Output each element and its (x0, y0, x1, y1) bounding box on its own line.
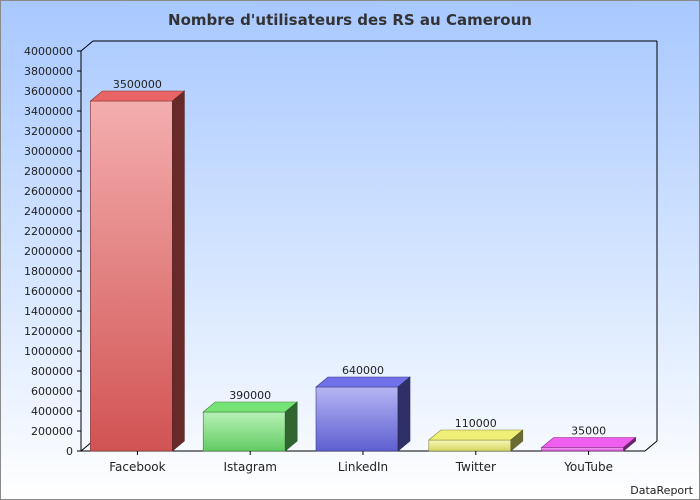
y-tick-label: 3000000 (24, 145, 73, 158)
y-tick-label: 1400000 (24, 305, 73, 318)
bars: 3500000 390000 640000 110000 35000 (89, 78, 637, 452)
y-tick-label: 4000000 (24, 45, 73, 58)
bar-top (540, 437, 637, 448)
y-tick-label: 1800000 (24, 265, 73, 278)
y-tick-label: 600000 (31, 385, 73, 398)
bar-top (202, 401, 299, 413)
y-tick-label: 3200000 (24, 125, 73, 138)
frame-edge (80, 40, 94, 52)
value-label: 390000 (229, 389, 271, 402)
bar-linkedin: 640000 (315, 364, 411, 452)
bar-side (397, 376, 411, 452)
y-tick-label: 2800000 (24, 165, 73, 178)
bar-front (541, 447, 624, 452)
y-tick-label: 3800000 (24, 65, 73, 78)
value-label: 640000 (342, 364, 384, 377)
frame-edge (644, 440, 658, 452)
y-tick-label: 2400000 (24, 205, 73, 218)
bar-youtube: 35000 (540, 425, 637, 452)
bar-twitter: 110000 (427, 417, 524, 452)
y-tick-label: 3600000 (24, 85, 73, 98)
bar-top (89, 90, 186, 102)
y-tick-label: 3400000 (24, 105, 73, 118)
source-label: DataReport (630, 484, 693, 497)
x-tick-label: YouTube (563, 460, 613, 474)
bar-facebook: 3500000 (89, 78, 186, 452)
y-tick-label: 200000 (31, 425, 73, 438)
y-tick-label: 400000 (31, 405, 73, 418)
bar-front (202, 411, 286, 452)
y-tick-label: 1200000 (24, 325, 73, 338)
y-tick-label: 2200000 (24, 225, 73, 238)
y-axis: 0 200000 400000 600000 800000 1000000 1200000 1… (24, 45, 81, 458)
bar-side (284, 401, 298, 452)
bar-side (172, 90, 185, 452)
bar-top (427, 429, 524, 441)
x-tick-label: LinkedIn (338, 460, 388, 474)
bar-side (510, 429, 524, 452)
bar-front (315, 386, 399, 452)
chart-title: Nombre d'utilisateurs des RS au Cameroun (168, 11, 532, 29)
bar-istagram: 390000 (202, 389, 299, 452)
y-tick-label: 1000000 (24, 345, 73, 358)
x-tick-label: Facebook (109, 460, 165, 474)
y-tick-label: 1600000 (24, 285, 73, 298)
bar-side (623, 436, 636, 452)
value-label: 3500000 (113, 78, 162, 91)
y-tick-label: 0 (66, 445, 73, 458)
x-tick-label: Twitter (455, 460, 496, 474)
x-axis: Facebook Istagram LinkedIn Twitter YouTube (109, 451, 613, 474)
bar-top (315, 376, 411, 388)
y-tick-label: 800000 (31, 365, 73, 378)
y-tick-label: 2000000 (24, 245, 73, 258)
x-tick-label: Istagram (223, 460, 276, 474)
bar-front (428, 439, 512, 452)
value-label: 110000 (455, 417, 497, 430)
bar-front (90, 100, 173, 452)
value-label: 35000 (571, 425, 606, 438)
y-tick-label: 2600000 (24, 185, 73, 198)
